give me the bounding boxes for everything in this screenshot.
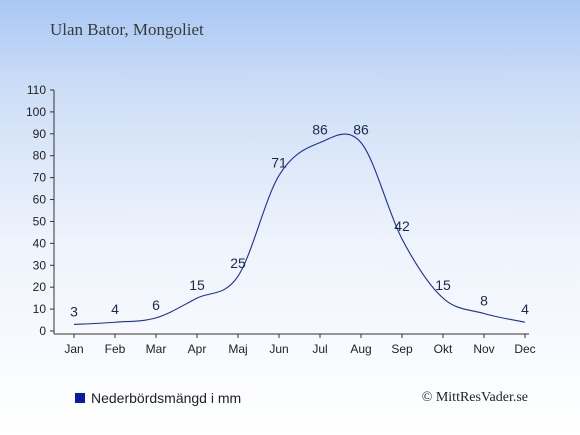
data-label: 3 bbox=[70, 303, 78, 319]
data-point bbox=[483, 312, 486, 315]
legend-swatch bbox=[75, 393, 85, 403]
x-tick-label: Apr bbox=[188, 342, 207, 356]
x-tick-label: Feb bbox=[105, 342, 126, 356]
x-tick-label: Nov bbox=[473, 342, 494, 356]
data-label: 86 bbox=[312, 122, 328, 138]
x-tick-label: Jun bbox=[269, 342, 288, 356]
data-label: 6 bbox=[152, 297, 160, 313]
data-label: 4 bbox=[111, 301, 119, 317]
y-tick-label: 110 bbox=[27, 83, 46, 97]
x-tick-label: Sep bbox=[391, 342, 413, 356]
x-tick-label: Jul bbox=[312, 342, 327, 356]
y-tick-label: 30 bbox=[33, 258, 47, 272]
x-tick-label: Dec bbox=[514, 342, 535, 356]
y-tick-label: 80 bbox=[33, 149, 47, 163]
x-tick-label: Jan bbox=[64, 342, 83, 356]
series-layer bbox=[73, 133, 527, 326]
data-label: 15 bbox=[435, 277, 451, 293]
data-label: 15 bbox=[189, 277, 205, 293]
y-tick-label: 20 bbox=[33, 280, 47, 294]
data-point bbox=[360, 141, 363, 144]
data-point bbox=[319, 141, 322, 144]
y-tick-label: 90 bbox=[33, 127, 47, 141]
data-point bbox=[73, 323, 76, 326]
y-tick-label: 50 bbox=[33, 214, 47, 228]
data-label: 71 bbox=[271, 154, 287, 170]
axes: 0 10 20 30 40 50 60 70 80 90 100 110 Jan Feb Mar Apr Maj… bbox=[26, 83, 536, 356]
x-tick-label: Aug bbox=[350, 342, 371, 356]
y-tick-label: 10 bbox=[33, 302, 47, 316]
data-point bbox=[442, 297, 445, 300]
x-tick-label: Okt bbox=[434, 342, 453, 356]
x-tick-label: Maj bbox=[228, 342, 247, 356]
data-label: 4 bbox=[521, 301, 529, 317]
data-label: 86 bbox=[353, 122, 369, 138]
data-point bbox=[524, 321, 527, 324]
data-point bbox=[237, 275, 240, 278]
y-tick-label: 70 bbox=[33, 171, 47, 185]
y-tick-label: 60 bbox=[33, 193, 47, 207]
data-point bbox=[278, 174, 281, 177]
data-label: 42 bbox=[394, 218, 410, 234]
x-tick-label: Mar bbox=[146, 342, 167, 356]
data-label: 8 bbox=[480, 292, 488, 308]
site-credit: © MittResVader.se bbox=[421, 390, 528, 405]
legend: Nederbördsmängd i mm bbox=[75, 390, 241, 406]
data-point bbox=[114, 321, 117, 324]
legend-label: Nederbördsmängd i mm bbox=[91, 390, 242, 406]
precipitation-line bbox=[73, 133, 526, 325]
y-tick-label: 100 bbox=[26, 105, 46, 119]
data-labels: 3 4 6 15 25 71 86 86 42 15 8 4 bbox=[70, 122, 529, 320]
y-tick-label: 40 bbox=[33, 236, 47, 250]
chart-title: Ulan Bator, Mongoliet bbox=[50, 20, 204, 39]
data-point bbox=[196, 297, 199, 300]
data-point bbox=[401, 237, 404, 240]
y-tick-label: 0 bbox=[39, 324, 46, 338]
data-point bbox=[155, 316, 158, 319]
data-label: 25 bbox=[230, 255, 246, 271]
